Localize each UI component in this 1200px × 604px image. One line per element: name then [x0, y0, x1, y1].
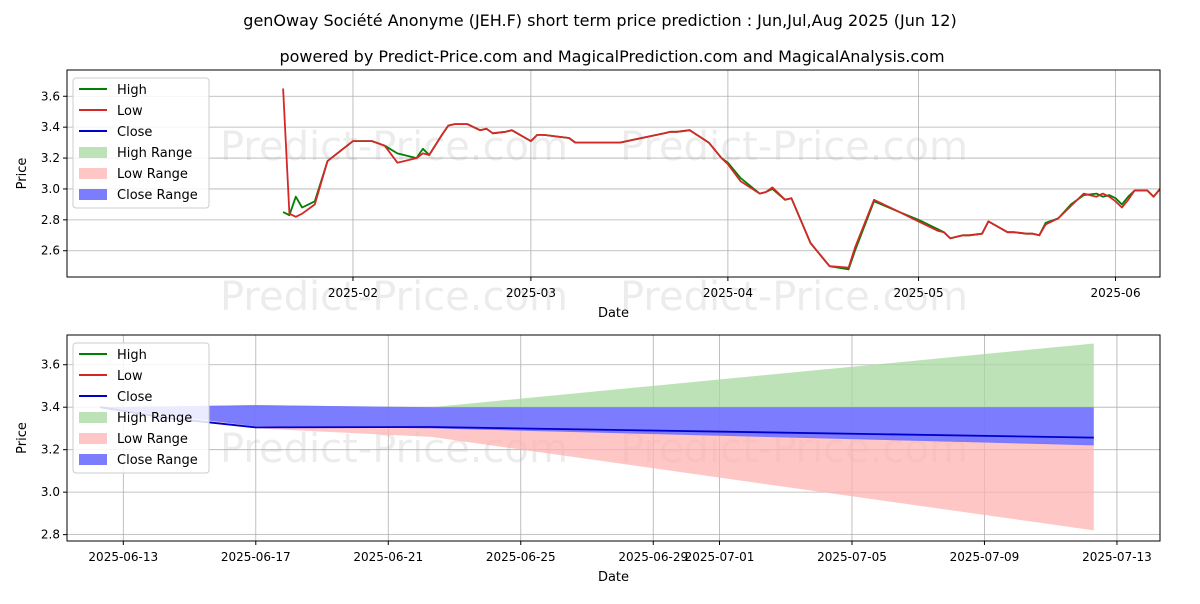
high-range-band — [100, 343, 1094, 408]
x-tick-label: 2025-07-01 — [685, 550, 755, 564]
low-range-legend-label: Low Range — [117, 432, 188, 447]
x-tick-label: 2025-05 — [893, 286, 943, 300]
legend: High Low Close High Range Low Range Close Ran… — [72, 342, 210, 474]
close-legend-label: Close — [117, 125, 152, 140]
zoom-panel: Predict-Price.comPredict-Price.com2025-0… — [15, 334, 1161, 585]
x-axis-label: Date — [598, 570, 629, 585]
watermark-text: Predict-Price.com — [220, 124, 568, 170]
x-tick-label: 2025-06-13 — [88, 550, 158, 564]
y-tick-label: 3.2 — [41, 151, 60, 165]
plot-area — [282, 81, 1200, 271]
y-tick-label: 3.2 — [41, 443, 60, 457]
y-tick-label: 3.6 — [41, 89, 60, 103]
x-tick-label: 2025-06-29 — [618, 550, 688, 564]
y-tick-label: 3.4 — [41, 400, 60, 414]
low-series-line — [282, 88, 1160, 269]
y-tick-label: 3.4 — [41, 120, 60, 134]
low-range-legend-swatch — [79, 168, 107, 179]
high-range-legend-label: High Range — [117, 411, 192, 426]
low-legend-label: Low — [117, 104, 143, 119]
low-range-legend-label: Low Range — [117, 167, 188, 182]
low-range-legend-swatch — [79, 433, 107, 444]
chart-title: genOway Société Anonyme (JEH.F) short te… — [243, 11, 956, 30]
close-range-band — [1192, 126, 1200, 155]
overview-panel: Predict-Price.com Predict-Price.com Predic… — [15, 69, 1200, 321]
y-axis-label: Price — [15, 422, 30, 454]
legend: High Low Close High Range Low Range Close Ran… — [72, 77, 210, 209]
watermark-text: Predict-Price.com — [220, 274, 568, 320]
x-tick-label: 2025-04 — [703, 286, 753, 300]
plot-frame — [66, 334, 1161, 542]
close-range-legend-swatch — [79, 454, 107, 465]
close-range-band — [100, 405, 1094, 446]
x-axis-label: Date — [598, 306, 629, 321]
high-range-legend-label: High Range — [117, 146, 192, 161]
y-tick-label: 3.6 — [41, 358, 60, 372]
x-tick-label: 2025-06 — [1090, 286, 1140, 300]
plot-frame — [66, 69, 1161, 278]
high-range-band — [1192, 81, 1200, 127]
x-tick-label: 2025-06-17 — [221, 550, 291, 564]
x-tick-label: 2025-06-25 — [486, 550, 556, 564]
y-tick-label: 2.6 — [41, 244, 60, 258]
x-tick-label: 2025-02 — [328, 286, 378, 300]
watermark-text: Predict-Price.com — [620, 274, 968, 320]
x-tick-label: 2025-07-05 — [817, 550, 887, 564]
high-range-legend-swatch — [79, 147, 107, 158]
y-tick-label: 3.0 — [41, 182, 60, 196]
chart-subtitle: powered by Predict-Price.com and Magical… — [279, 47, 944, 66]
x-tick-label: 2025-06-21 — [353, 550, 423, 564]
close-range-legend-label: Close Range — [117, 188, 198, 203]
x-tick-label: 2025-07-09 — [950, 550, 1020, 564]
close-range-legend-label: Close Range — [117, 453, 198, 468]
y-tick-label: 3.0 — [41, 485, 60, 499]
high-legend-label: High — [117, 348, 147, 363]
close-range-legend-swatch — [79, 189, 107, 200]
close-series-line — [1192, 127, 1200, 149]
y-tick-label: 2.8 — [41, 528, 60, 542]
high-legend-label: High — [117, 83, 147, 98]
plot-background — [67, 70, 1160, 277]
y-axis-label: Price — [15, 158, 30, 190]
low-legend-label: Low — [117, 369, 143, 384]
x-tick-label: 2025-03 — [506, 286, 556, 300]
x-tick-label: 2025-07-13 — [1082, 550, 1152, 564]
low-range-band — [1192, 127, 1200, 217]
watermark-text: Predict-Price.com — [620, 124, 968, 170]
high-range-legend-swatch — [79, 412, 107, 423]
y-tick-label: 2.8 — [41, 213, 60, 227]
close-legend-label: Close — [117, 390, 152, 405]
